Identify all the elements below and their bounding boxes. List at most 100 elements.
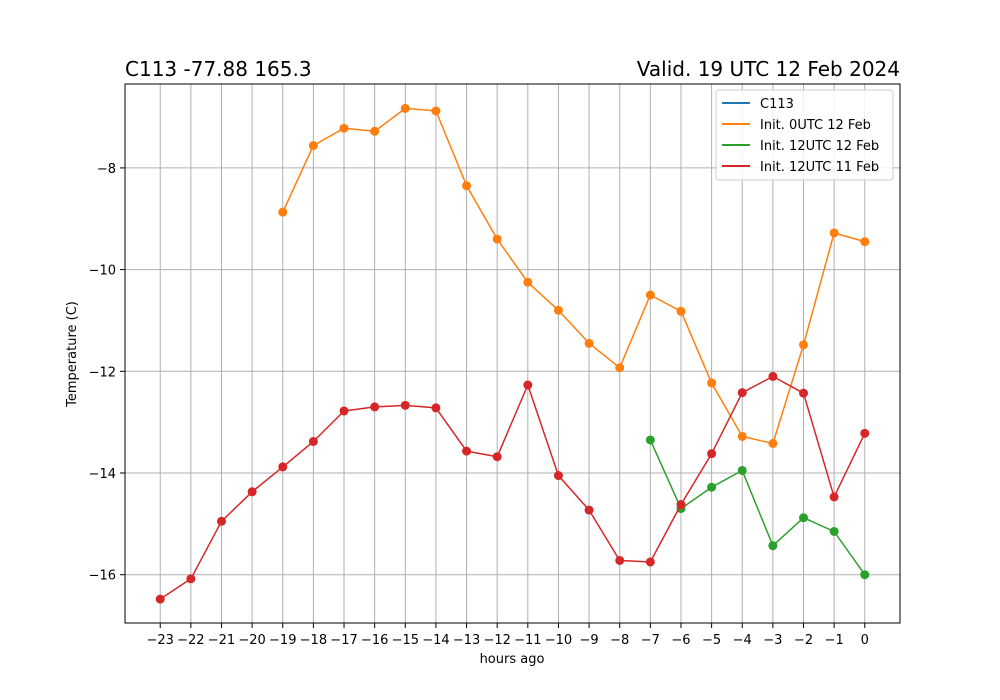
x-tick-label: −7 — [641, 633, 660, 648]
legend-label: Init. 12UTC 11 Feb — [760, 160, 879, 175]
legend: C113 Init. 0UTC 12 Feb Init. 12UTC 12 Feb I… — [715, 89, 894, 181]
y-tick-label: −14 — [89, 467, 116, 482]
y-tick-label: −8 — [97, 162, 116, 177]
chart-title-left: C113 -77.88 165.3 — [125, 57, 312, 81]
series-line — [159, 375, 866, 600]
data-point — [553, 471, 563, 481]
data-point — [707, 378, 717, 388]
legend-item: Init. 0UTC 12 Feb — [722, 118, 871, 133]
data-point — [615, 363, 625, 373]
data-point — [707, 482, 717, 492]
data-point — [339, 406, 349, 416]
series-2 — [645, 435, 870, 580]
data-point — [860, 570, 870, 580]
data-point — [492, 234, 502, 244]
data-point — [462, 446, 472, 456]
x-tick-label: −19 — [269, 633, 296, 648]
data-point — [278, 207, 288, 217]
chart-title-right: Valid. 19 UTC 12 Feb 2024 — [637, 57, 900, 81]
x-tick-label: −12 — [483, 633, 510, 648]
data-point — [829, 228, 839, 238]
legend-item: Init. 12UTC 12 Feb — [722, 139, 879, 154]
x-tick-label: −20 — [238, 633, 265, 648]
data-point — [247, 487, 257, 497]
x-tick-label: −3 — [763, 633, 782, 648]
x-tick-label: −1 — [825, 633, 844, 648]
data-point — [216, 516, 226, 526]
x-tick-label: −17 — [330, 633, 357, 648]
data-point — [615, 555, 625, 565]
x-tick-label: −14 — [422, 633, 449, 648]
legend-label: Init. 0UTC 12 Feb — [760, 118, 871, 133]
x-tick-label: −4 — [733, 633, 752, 648]
data-point — [645, 435, 655, 445]
x-tick-label: −11 — [514, 633, 541, 648]
data-point — [768, 541, 778, 551]
x-tick-label: −2 — [794, 633, 813, 648]
data-point — [829, 492, 839, 502]
y-tick-label: −10 — [89, 264, 116, 279]
data-point — [492, 452, 502, 462]
data-point — [737, 465, 747, 475]
data-point — [645, 557, 655, 567]
data-point — [186, 574, 196, 584]
series-3 — [155, 371, 870, 604]
plot-frame — [124, 83, 901, 624]
data-point — [431, 403, 441, 413]
data-point — [553, 305, 563, 315]
data-point — [339, 123, 349, 133]
data-point — [308, 436, 318, 446]
x-axis-ticks: −23 −22 −21 −20 −19 −18 −17 −16 −15 −14 −13 −12 −11−… — [147, 623, 869, 648]
data-point — [737, 388, 747, 398]
x-axis-label: hours ago — [480, 652, 545, 667]
x-tick-label: −6 — [671, 633, 690, 648]
x-tick-label: −16 — [361, 633, 388, 648]
data-point — [370, 402, 380, 412]
legend-item: C113 — [722, 97, 794, 112]
x-tick-label: −10 — [545, 633, 572, 648]
x-tick-label: −23 — [147, 633, 174, 648]
data-point — [278, 462, 288, 472]
x-tick-label: −22 — [177, 633, 204, 648]
x-tick-label: −13 — [453, 633, 480, 648]
data-point — [523, 277, 533, 287]
data-point — [799, 340, 809, 350]
x-tick-label: −8 — [610, 633, 629, 648]
data-point — [860, 428, 870, 438]
data-point — [768, 439, 778, 449]
data-point — [584, 338, 594, 348]
data-point — [829, 526, 839, 536]
data-point — [737, 431, 747, 441]
y-axis-label: Temperature (C) — [65, 301, 80, 408]
x-tick-label: −9 — [579, 633, 598, 648]
data-point — [707, 449, 717, 459]
data-point — [645, 290, 655, 300]
data-point — [523, 380, 533, 390]
data-point — [370, 126, 380, 136]
x-tick-label: −18 — [300, 633, 327, 648]
data-point — [768, 371, 778, 381]
data-point — [400, 400, 410, 410]
y-tick-label: −16 — [89, 569, 116, 584]
legend-label: C113 — [760, 97, 794, 112]
data-point — [431, 106, 441, 116]
series-1 — [278, 103, 870, 449]
y-axis-ticks: −16 −14 −12 −10 −8 — [89, 162, 125, 584]
series-layer — [155, 103, 870, 604]
x-tick-label: −5 — [702, 633, 721, 648]
data-point — [584, 505, 594, 515]
x-tick-label: −15 — [392, 633, 419, 648]
series-line — [282, 107, 866, 445]
data-point — [155, 594, 165, 604]
data-point — [799, 513, 809, 523]
data-point — [799, 388, 809, 398]
series-line — [649, 439, 866, 576]
x-tick-label: 0 — [861, 633, 869, 648]
data-point — [676, 306, 686, 316]
data-point — [400, 103, 410, 113]
legend-label: Init. 12UTC 12 Feb — [760, 139, 879, 154]
y-tick-label: −12 — [89, 365, 116, 380]
data-point — [462, 181, 472, 191]
legend-box — [715, 89, 894, 181]
